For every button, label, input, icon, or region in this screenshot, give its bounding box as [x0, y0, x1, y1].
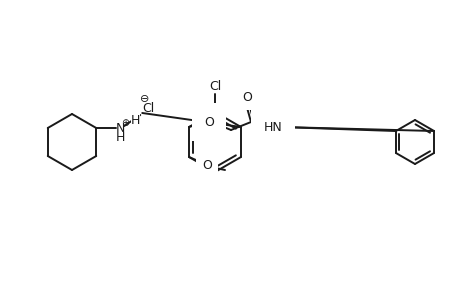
Text: Cl: Cl: [142, 101, 154, 115]
Text: O: O: [202, 158, 212, 172]
Text: HN: HN: [263, 121, 282, 134]
Text: H: H: [115, 130, 125, 143]
Text: O: O: [241, 91, 252, 103]
Text: $\oplus$: $\oplus$: [120, 116, 129, 128]
Text: Cl: Cl: [208, 80, 221, 92]
Text: N: N: [115, 122, 125, 134]
Text: $\ominus$: $\ominus$: [139, 92, 149, 104]
Text: O: O: [204, 116, 213, 128]
Text: H: H: [130, 113, 140, 127]
